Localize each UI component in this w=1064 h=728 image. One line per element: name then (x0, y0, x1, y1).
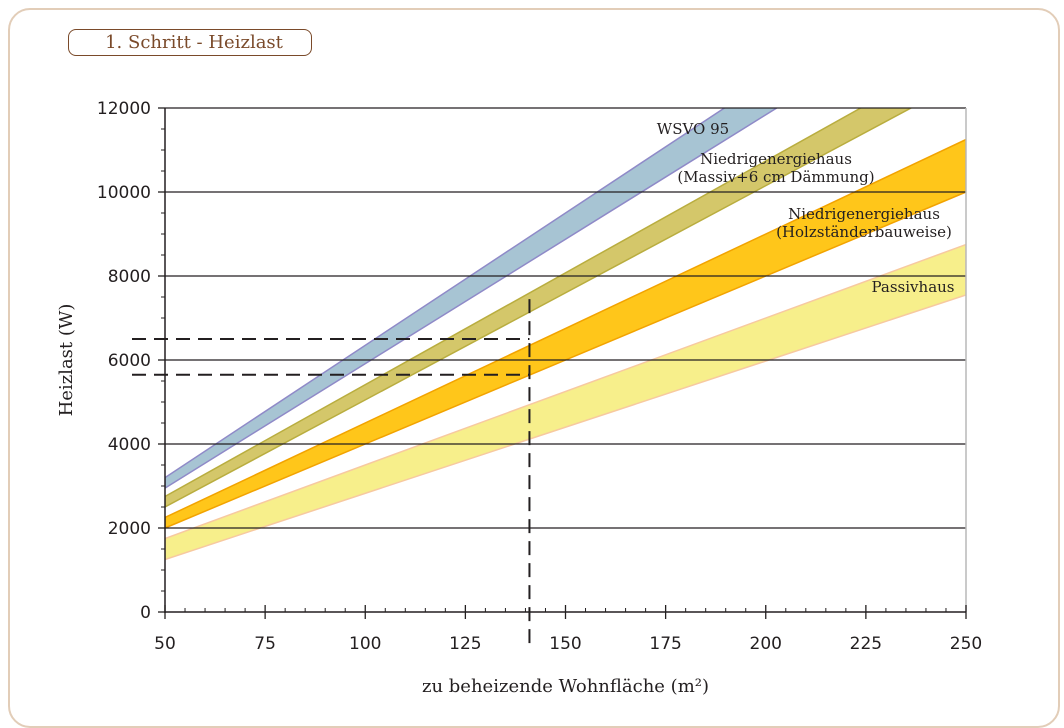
y-axis-title: Heizlast (W) (56, 304, 77, 417)
y-tick-label-10000: 10000 (97, 183, 151, 203)
band-1 (165, 108, 779, 489)
band-4 (165, 243, 966, 561)
x-tick-label-75: 75 (254, 634, 276, 654)
band-label-2-line-2: (Massiv+6 cm Dämmung) (677, 168, 874, 186)
x-tick-label-100: 100 (349, 634, 381, 654)
y-tick-label-0: 0 (140, 603, 151, 623)
x-tick-label-225: 225 (850, 634, 882, 654)
y-tick-label-4000: 4000 (108, 435, 151, 455)
y-tick-label-12000: 12000 (97, 99, 151, 119)
band-2 (165, 108, 913, 508)
x-tick-label-150: 150 (549, 634, 581, 654)
y-tick-label-2000: 2000 (108, 519, 151, 539)
band-label-4-line-1: Passivhaus (872, 278, 955, 296)
bands (165, 108, 966, 561)
band-3 (165, 138, 966, 529)
y-tick-label-6000: 6000 (108, 351, 151, 371)
x-tick-label-50: 50 (154, 634, 176, 654)
band-label-2-line-1: Niedrigenergiehaus (700, 150, 852, 168)
heating-load-chart: 0 2000 4000 6000 8000 10000 12000 50 75 100 125 150… (56, 99, 982, 697)
x-tick-label-250: 250 (950, 634, 982, 654)
band-label-3-line-1: Niedrigenergiehaus (788, 205, 940, 223)
band-label-1-line-1: WSVO 95 (657, 120, 729, 138)
x-tick-label-125: 125 (449, 634, 481, 654)
x-tick-label-175: 175 (649, 634, 681, 654)
x-tick-label-200: 200 (750, 634, 782, 654)
step-badge: 1. Schritt - Heizlast (68, 29, 312, 56)
band-label-3-line-2: (Holzständerbauweise) (776, 223, 952, 241)
x-axis-title: zu beheizende Wohnfläche (m²) (422, 676, 709, 697)
y-tick-label-8000: 8000 (108, 267, 151, 287)
